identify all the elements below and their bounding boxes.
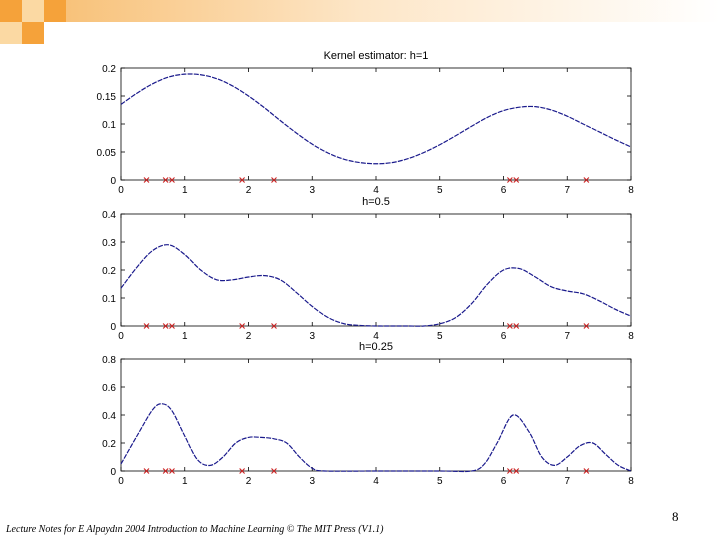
y-tick-label-2-0: 0 [110,322,116,333]
sample-marker-2-5 [506,323,513,329]
sample-marker-3-3 [239,468,246,474]
x-tick-label-2-8: 8 [628,331,634,342]
sample-marker-2-0 [143,323,150,329]
y-tick-label-2-1: 0.1 [102,294,116,305]
x-tick-label-1-3: 3 [309,185,315,196]
x-tick-label-1-2: 2 [246,185,252,196]
x-tick-label-1-0: 0 [118,185,124,196]
plot-title-1: Kernel estimator: h=1 [324,50,429,62]
x-tick-label-3-3: 3 [309,476,315,487]
x-tick-label-3-1: 1 [182,476,188,487]
sample-marker-2-6 [513,323,520,329]
x-tick-label-3-8: 8 [628,476,634,487]
x-tick-label-2-1: 1 [182,331,188,342]
x-tick-label-1-5: 5 [437,185,443,196]
x-tick-label-2-7: 7 [564,331,570,342]
page-number: 8 [672,509,679,524]
x-tick-label-2-6: 6 [501,331,507,342]
x-tick-label-2-2: 2 [246,331,252,342]
x-tick-label-2-5: 5 [437,331,443,342]
y-tick-label-1-4: 0.2 [102,64,116,75]
x-tick-label-1-4: 4 [373,185,379,196]
sample-marker-3-2 [169,468,175,474]
y-tick-label-1-0: 0 [110,176,116,187]
y-tick-label-1-1: 0.05 [97,148,117,159]
plot-title-2: h=0.5 [362,196,390,208]
sample-marker-1-3 [239,177,246,183]
y-tick-label-1-3: 0.15 [97,92,117,103]
sample-marker-3-5 [506,468,513,474]
sample-marker-2-2 [169,323,175,329]
sample-marker-1-6 [513,177,520,183]
corner-deco-square-5 [44,0,66,22]
sample-marker-1-5 [506,177,513,183]
sample-marker-1-1 [162,177,169,183]
sample-marker-2-3 [239,323,246,329]
y-tick-label-2-4: 0.4 [102,210,116,221]
y-tick-label-3-0: 0 [110,467,116,478]
plot-title-3: h=0.25 [359,341,393,353]
plot-frame-2 [120,213,632,327]
y-tick-label-3-4: 0.8 [102,355,116,366]
x-tick-label-3-5: 5 [437,476,443,487]
x-tick-label-3-0: 0 [118,476,124,487]
corner-deco-square-4 [22,22,44,44]
sample-marker-3-4 [271,468,277,474]
footer-citation: Lecture Notes for E Alpaydın 2004 Introd… [6,524,384,535]
y-tick-label-1-2: 0.1 [102,120,116,131]
y-tick-label-3-3: 0.6 [102,383,116,394]
corner-deco-square-1 [0,0,22,22]
y-tick-label-2-3: 0.3 [102,238,116,249]
x-tick-label-1-6: 6 [501,185,507,196]
sample-marker-2-7 [583,323,590,329]
top-gradient-bar [66,0,720,22]
x-tick-label-1-8: 8 [628,185,634,196]
density-curve-3 [120,403,632,473]
sample-marker-3-1 [162,468,169,474]
corner-deco-square-2 [22,0,44,22]
sample-marker-1-0 [143,177,150,183]
y-tick-label-2-2: 0.2 [102,266,116,277]
sample-marker-3-0 [143,468,150,474]
density-curve-1 [120,73,632,165]
x-tick-label-2-3: 3 [309,331,315,342]
x-tick-label-1-7: 7 [564,185,570,196]
x-tick-label-3-7: 7 [564,476,570,487]
sample-marker-1-4 [271,177,277,183]
plot-frame-3 [120,358,632,472]
sample-marker-2-4 [271,323,277,329]
x-tick-label-3-4: 4 [373,476,379,487]
sample-marker-1-7 [583,177,590,183]
sample-marker-3-7 [583,468,590,474]
x-tick-label-1-1: 1 [182,185,188,196]
density-curve-2 [120,244,632,327]
x-tick-label-3-2: 2 [246,476,252,487]
sample-marker-3-6 [513,468,520,474]
x-tick-label-2-0: 0 [118,331,124,342]
sample-marker-2-1 [162,323,169,329]
x-tick-label-2-4: 4 [373,331,379,342]
sample-marker-1-2 [169,177,175,183]
y-tick-label-3-2: 0.4 [102,411,116,422]
x-tick-label-3-6: 6 [501,476,507,487]
y-tick-label-3-1: 0.2 [102,439,116,450]
corner-deco-square-3 [0,22,22,44]
